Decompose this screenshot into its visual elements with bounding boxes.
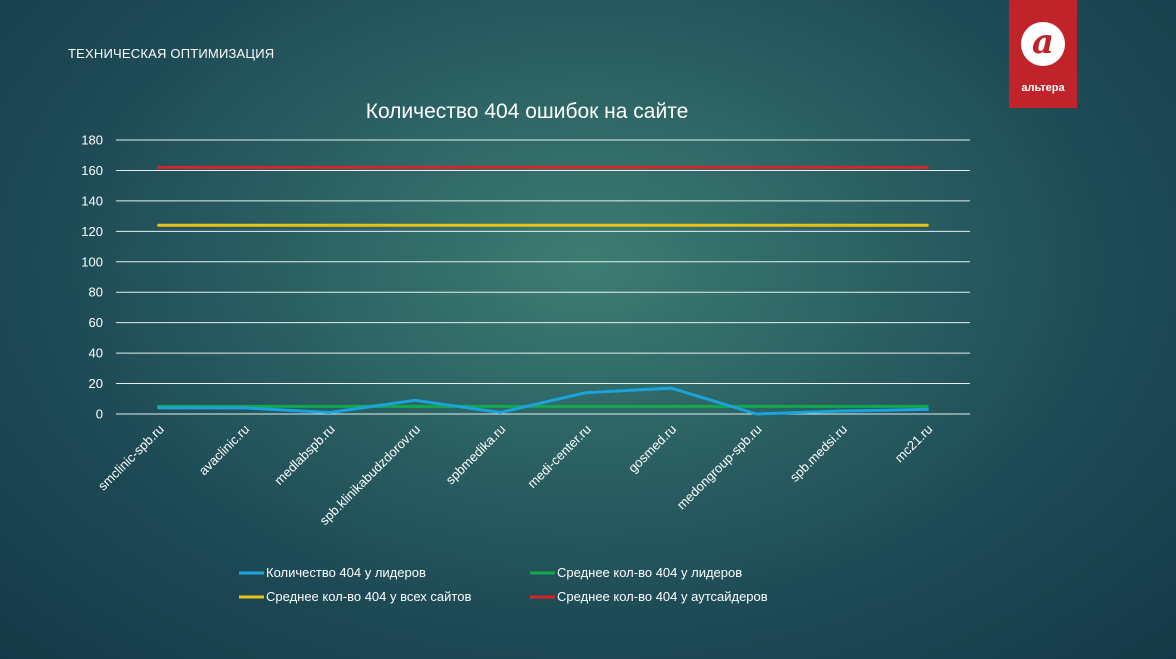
x-tick-label: avaclinic.ru	[196, 422, 253, 479]
legend-label: Среднее кол-во 404 у лидеров	[557, 565, 742, 580]
logo-text: альтера	[1021, 82, 1065, 94]
logo-glyph: а	[1031, 22, 1055, 62]
y-tick-label: 20	[89, 376, 103, 391]
legend-label: Количество 404 у лидеров	[266, 565, 426, 580]
x-tick-label: spbmedika.ru	[443, 422, 509, 488]
x-tick-label: medlabspb.ru	[271, 422, 337, 488]
chart-legend: Количество 404 у лидеров Среднее кол-во 4…	[239, 565, 768, 604]
chart-grid	[116, 139, 970, 415]
y-tick-label: 60	[89, 315, 103, 330]
legend-label: Среднее кол-во 404 у всех сайтов	[266, 589, 471, 604]
y-tick-label: 100	[81, 254, 103, 269]
logo-emblem-icon: а	[1021, 22, 1065, 66]
x-tick-label: medongroup-spb.ru	[674, 422, 765, 513]
y-tick-label: 140	[81, 193, 103, 208]
x-tick-label: medi-center.ru	[524, 422, 593, 491]
series-line-0	[157, 386, 929, 416]
brand-logo: а альтера	[1009, 0, 1077, 108]
legend-label: Среднее кол-во 404 у аутсайдеров	[557, 589, 768, 604]
x-tick-label: mc21.ru	[892, 422, 936, 466]
y-tick-label: 160	[81, 163, 103, 178]
x-tick-label: smclinic-spb.ru	[95, 422, 167, 494]
y-axis-ticks: 0 20 40 60 80 100 120 140 160 180	[81, 133, 103, 422]
y-tick-label: 40	[89, 346, 103, 361]
x-tick-label: gosmed.ru	[625, 422, 679, 476]
y-tick-label: 180	[81, 133, 103, 148]
chart-series	[157, 165, 929, 416]
section-title: ТЕХНИЧЕСКАЯ ОПТИМИЗАЦИЯ	[68, 46, 275, 61]
y-tick-label: 80	[89, 285, 103, 300]
x-tick-label: spb.klinikabudzdorov.ru	[317, 422, 424, 529]
x-axis-labels: smclinic-spb.ru avaclinic.ru medlabspb.rus…	[95, 422, 936, 529]
y-tick-label: 120	[81, 224, 103, 239]
x-tick-label: spb.medsi.ru	[787, 422, 850, 485]
chart-title: Количество 404 ошибок на сайте	[366, 100, 689, 123]
y-tick-label: 0	[96, 407, 103, 422]
